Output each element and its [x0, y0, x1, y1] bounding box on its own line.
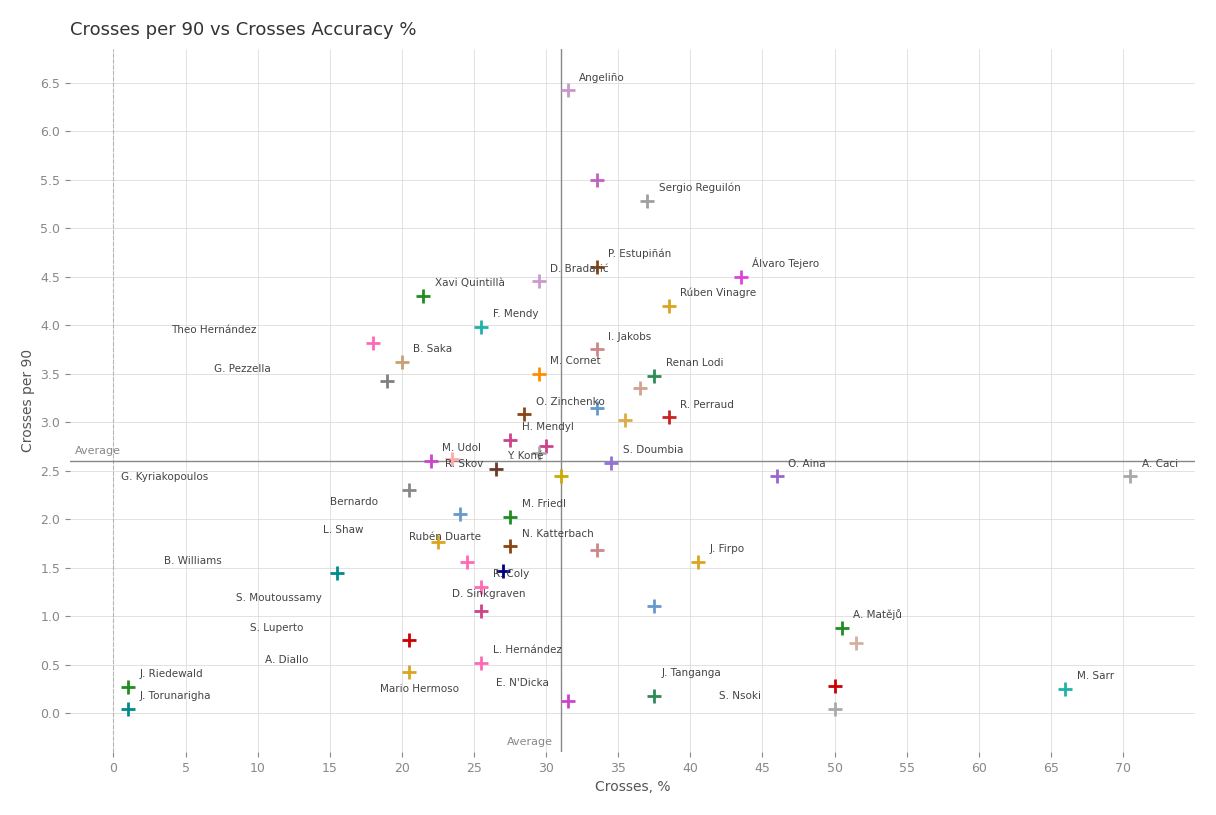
Text: L. Shaw: L. Shaw — [322, 525, 364, 535]
Text: Renan Lodi: Renan Lodi — [666, 358, 724, 368]
Text: J. Firpo: J. Firpo — [709, 544, 744, 554]
Text: H. Mendyl: H. Mendyl — [522, 422, 574, 432]
Text: Angeliño: Angeliño — [579, 73, 625, 82]
Text: R. Skov: R. Skov — [445, 459, 484, 469]
Text: B. Saka: B. Saka — [413, 344, 452, 355]
Text: O. Zinchenko: O. Zinchenko — [536, 397, 604, 407]
Text: Sergio Reguilón: Sergio Reguilón — [659, 183, 741, 193]
Text: G. Pezzella: G. Pezzella — [214, 363, 271, 373]
Text: P. Estupiñán: P. Estupiñán — [608, 249, 671, 259]
Text: F. Mendy: F. Mendy — [492, 310, 539, 319]
Text: R. Coly: R. Coly — [492, 569, 529, 579]
Text: L. Hernández: L. Hernández — [492, 645, 562, 655]
Text: A. Matějů: A. Matějů — [854, 609, 902, 620]
Y-axis label: Crosses per 90: Crosses per 90 — [21, 349, 35, 452]
Text: J. Riedewald: J. Riedewald — [140, 669, 203, 679]
Text: S. Doumbia: S. Doumbia — [623, 445, 683, 455]
Text: S. Luperto: S. Luperto — [250, 623, 304, 632]
Text: M. Cornet: M. Cornet — [551, 356, 601, 366]
Text: Average: Average — [74, 446, 120, 456]
Text: D. Bradarić: D. Bradarić — [551, 264, 609, 274]
Text: Xavi Quintillà: Xavi Quintillà — [435, 278, 505, 289]
Text: Theo Hernández: Theo Hernández — [171, 325, 257, 335]
Text: N. Katterbach: N. Katterbach — [522, 528, 593, 539]
Text: G. Kyriakopoulos: G. Kyriakopoulos — [120, 472, 208, 482]
Text: Average: Average — [507, 737, 553, 747]
Text: Y. Koné: Y. Koné — [507, 451, 544, 461]
Text: Rubén Duarte: Rubén Duarte — [409, 532, 482, 543]
Text: O. Aina: O. Aina — [788, 459, 826, 469]
Text: I. Jakobs: I. Jakobs — [608, 332, 652, 341]
Text: Mario Hermoso: Mario Hermoso — [381, 684, 460, 694]
Text: Crosses per 90 vs Crosses Accuracy %: Crosses per 90 vs Crosses Accuracy % — [71, 21, 417, 39]
Text: Bernardo: Bernardo — [330, 496, 378, 506]
Text: Álvaro Tejero: Álvaro Tejero — [753, 257, 820, 269]
Text: M. Sarr: M. Sarr — [1077, 671, 1114, 681]
X-axis label: Crosses, %: Crosses, % — [595, 780, 670, 794]
Text: S. Moutoussamy: S. Moutoussamy — [236, 593, 322, 603]
Text: A. Diallo: A. Diallo — [265, 654, 308, 664]
Text: J. Tanganga: J. Tanganga — [662, 668, 721, 678]
Text: S. Nsoki: S. Nsoki — [719, 691, 761, 702]
Text: M. Udol: M. Udol — [443, 443, 482, 453]
Text: E. N'Dicka: E. N'Dicka — [496, 678, 548, 688]
Text: Rúben Vinagre: Rúben Vinagre — [680, 288, 756, 298]
Text: R. Perraud: R. Perraud — [680, 399, 734, 409]
Text: D. Sinkgraven: D. Sinkgraven — [452, 588, 525, 599]
Text: M. Friedl: M. Friedl — [522, 500, 565, 509]
Text: B. Williams: B. Williams — [164, 556, 221, 566]
Text: J. Torunarigha: J. Torunarigha — [140, 691, 210, 702]
Text: A. Caci: A. Caci — [1142, 459, 1178, 469]
